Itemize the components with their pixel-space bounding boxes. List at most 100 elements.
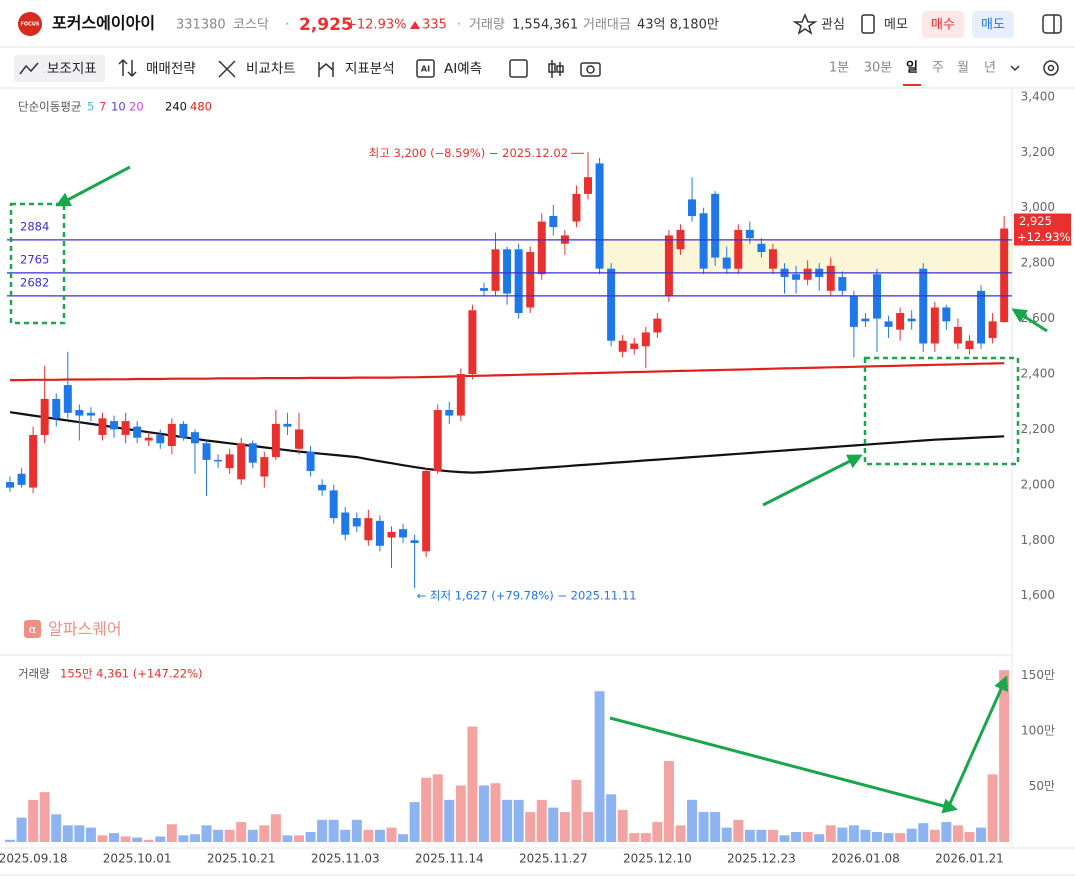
volume-bar xyxy=(62,825,73,842)
high-note: 최고 3,200 (−8.59%) − 2025.12.02 xyxy=(369,146,568,160)
volume-bar xyxy=(213,829,224,842)
star-icon[interactable] xyxy=(792,13,818,35)
volume-bar xyxy=(837,827,848,842)
draw-icon[interactable] xyxy=(509,59,528,78)
candle-body xyxy=(549,216,558,228)
candle-body xyxy=(745,229,754,239)
candle-body xyxy=(977,290,986,344)
brand: 알파스퀘어 xyxy=(48,620,122,639)
highlight-box xyxy=(9,202,66,325)
candle-body xyxy=(896,313,905,330)
volume-bar xyxy=(906,828,917,842)
volume-bar xyxy=(328,819,339,842)
volume-bar xyxy=(559,812,570,842)
x-tick-label: 2025.10.21 xyxy=(207,852,276,866)
legend-entry: 5 xyxy=(87,100,94,114)
period-button[interactable]: 월 xyxy=(957,61,969,76)
candle-body xyxy=(179,423,188,438)
candle-body xyxy=(641,332,650,347)
ma-line xyxy=(10,362,1005,382)
settings-icon[interactable] xyxy=(1043,60,1059,76)
level-label: 2884 xyxy=(20,219,49,233)
level-band xyxy=(600,239,1012,273)
candle-body xyxy=(919,268,928,344)
x-tick-label: 2025.11.27 xyxy=(519,852,588,866)
candle-body xyxy=(214,459,223,462)
buy-label[interactable]: 매수 xyxy=(931,18,955,33)
volume-bar xyxy=(814,834,825,842)
candle-body xyxy=(29,434,38,488)
period-button[interactable]: 주 xyxy=(932,61,944,76)
tool-button[interactable]: 비교차트 xyxy=(246,61,296,77)
memo-icon[interactable] xyxy=(861,14,875,34)
candle-body xyxy=(98,418,107,435)
x-tick-label: 2025.12.10 xyxy=(623,852,692,866)
candle-body xyxy=(341,512,350,535)
period-button[interactable]: 1분 xyxy=(829,61,849,76)
arrow xyxy=(1011,308,1048,333)
candle-body xyxy=(734,229,743,269)
y-tick-label: 1,800 xyxy=(1021,533,1055,547)
x-tick-label: 2025.11.14 xyxy=(415,852,484,866)
volume-bar xyxy=(432,774,443,842)
volume-bar xyxy=(363,829,374,842)
memo-button[interactable]: 메모 xyxy=(884,18,908,33)
price-tag-value: 2,925 xyxy=(1019,214,1052,228)
tool-icon[interactable] xyxy=(318,62,334,77)
x-tick-label: 2025.12.23 xyxy=(727,852,796,866)
candle-body xyxy=(595,163,604,269)
period-button[interactable]: 일 xyxy=(906,61,918,76)
settings-icon-core xyxy=(1047,64,1055,72)
candle-icon[interactable] xyxy=(548,60,564,78)
level-label: 2765 xyxy=(20,252,49,266)
volume-bar xyxy=(629,833,640,842)
candle-body xyxy=(399,529,408,538)
volume-bar xyxy=(571,779,582,842)
camera-icon[interactable] xyxy=(580,62,601,77)
volume-bar xyxy=(536,799,547,842)
sell-button[interactable] xyxy=(972,11,1014,38)
volume-bar xyxy=(698,812,709,842)
volume-bar xyxy=(386,827,397,842)
candle-body xyxy=(537,221,546,275)
period-button[interactable]: 년 xyxy=(984,61,996,76)
volume-bar xyxy=(166,824,177,842)
active-tool-bg xyxy=(14,55,105,82)
tool-icon[interactable] xyxy=(118,58,137,78)
tool-button[interactable]: 보조지표 xyxy=(47,61,97,77)
tool-button[interactable]: AI예측 xyxy=(444,61,482,77)
volume-bar xyxy=(85,827,96,842)
candle-body xyxy=(618,340,627,352)
candle-body xyxy=(167,423,176,447)
buy-button[interactable] xyxy=(922,11,964,38)
volume-bar xyxy=(744,829,755,842)
x-tick-label: 2026.01.08 xyxy=(831,852,900,866)
tool-button[interactable]: 지표분석 xyxy=(345,61,395,77)
tool-icon[interactable] xyxy=(19,62,39,75)
candle-body xyxy=(491,249,500,291)
watch-button[interactable]: 관심 xyxy=(821,18,845,33)
candle-body xyxy=(352,518,361,527)
volume-title: 거래량 xyxy=(18,667,50,681)
tool-icon[interactable] xyxy=(416,59,435,78)
volume-bar xyxy=(247,829,258,842)
tool-button[interactable]: 매매전략 xyxy=(146,61,196,77)
price-tag xyxy=(1014,213,1071,246)
chevron[interactable] xyxy=(1010,65,1020,72)
volume-bar xyxy=(132,837,143,842)
logo xyxy=(18,12,42,36)
candle-body xyxy=(202,443,211,460)
y-tick-label: 150만 xyxy=(1021,668,1055,682)
panel-icon[interactable] xyxy=(1042,14,1062,34)
plot: 단순이동평균 5 7 10 20 240 480 3,400 3,200 3,000 2,800 2,… xyxy=(0,89,1071,866)
volume-bar xyxy=(490,783,501,842)
tool-icon[interactable] xyxy=(218,60,236,78)
period-button[interactable]: 30분 xyxy=(864,61,893,76)
sell-label[interactable]: 매도 xyxy=(981,18,1005,33)
volume-bar xyxy=(848,825,859,842)
low-note: ← 최저 1,627 (+79.78%) − 2025.11.11 xyxy=(417,589,637,603)
volume-bar xyxy=(883,833,894,842)
legend-entry: 7 xyxy=(99,100,106,114)
volume-bar xyxy=(675,825,686,842)
candle-body xyxy=(17,473,26,485)
